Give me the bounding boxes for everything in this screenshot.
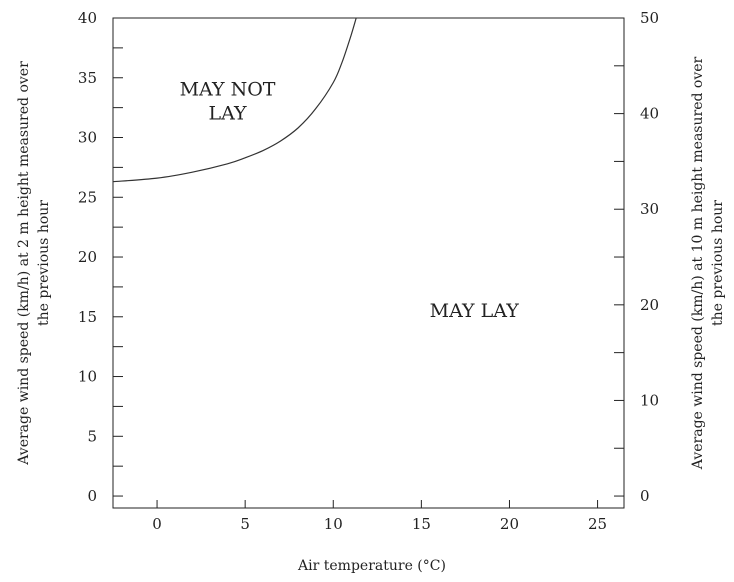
y-tick-label: 35 bbox=[78, 69, 97, 87]
left-y-axis-ticks: 0 5 10 15 20 25 30 35 40 bbox=[78, 9, 123, 505]
y-tick-label: 30 bbox=[78, 129, 97, 147]
y-tick-label: 0 bbox=[87, 487, 97, 505]
y-tick-label: 25 bbox=[78, 188, 97, 206]
region-label: MAY NOT LAY bbox=[180, 79, 276, 125]
x-axis-ticks: 0 5 10 15 20 25 bbox=[152, 500, 607, 533]
right-y-axis-label-line-2: the previous hour bbox=[710, 200, 726, 326]
y-tick-label: 10 bbox=[78, 368, 97, 386]
y-tick-label: 5 bbox=[87, 427, 97, 445]
y2-tick-label: 10 bbox=[640, 391, 659, 409]
x-axis-label: Air temperature (°C) bbox=[297, 558, 446, 574]
x-tick-label: 0 bbox=[152, 515, 162, 533]
y2-tick-label: 50 bbox=[640, 9, 659, 27]
x-tick-label: 25 bbox=[588, 515, 607, 533]
boundary-curve bbox=[112, 17, 357, 183]
region-labels: MAY NOT LAY MAY LAY bbox=[180, 79, 520, 322]
y-tick-label: 15 bbox=[78, 308, 97, 326]
y2-tick-label: 30 bbox=[640, 200, 659, 218]
y2-tick-label: 40 bbox=[640, 105, 659, 123]
x-tick-label: 5 bbox=[240, 515, 250, 533]
plot-frame bbox=[112, 17, 625, 509]
right-y-axis-label-line-1: Average wind speed (km/h) at 10 m height… bbox=[690, 56, 706, 470]
y2-tick-label: 20 bbox=[640, 296, 659, 314]
y-tick-label: 40 bbox=[78, 9, 97, 27]
y-tick-label: 20 bbox=[78, 248, 97, 266]
x-tick-label: 10 bbox=[324, 515, 343, 533]
right-y-axis-ticks: 0 10 20 30 40 50 bbox=[614, 9, 659, 505]
right-y-axis-label: Average wind speed (km/h) at 10 m height… bbox=[690, 56, 726, 470]
x-tick-label: 15 bbox=[412, 515, 431, 533]
x-tick-label: 20 bbox=[500, 515, 519, 533]
left-y-axis-label: Average wind speed (km/h) at 2 m height … bbox=[16, 61, 52, 466]
left-y-axis-label-line-1: Average wind speed (km/h) at 2 m height … bbox=[16, 61, 32, 466]
region-label: MAY LAY bbox=[430, 300, 520, 322]
y2-tick-label: 0 bbox=[640, 487, 650, 505]
left-y-axis-label-line-2: the previous hour bbox=[36, 200, 52, 326]
